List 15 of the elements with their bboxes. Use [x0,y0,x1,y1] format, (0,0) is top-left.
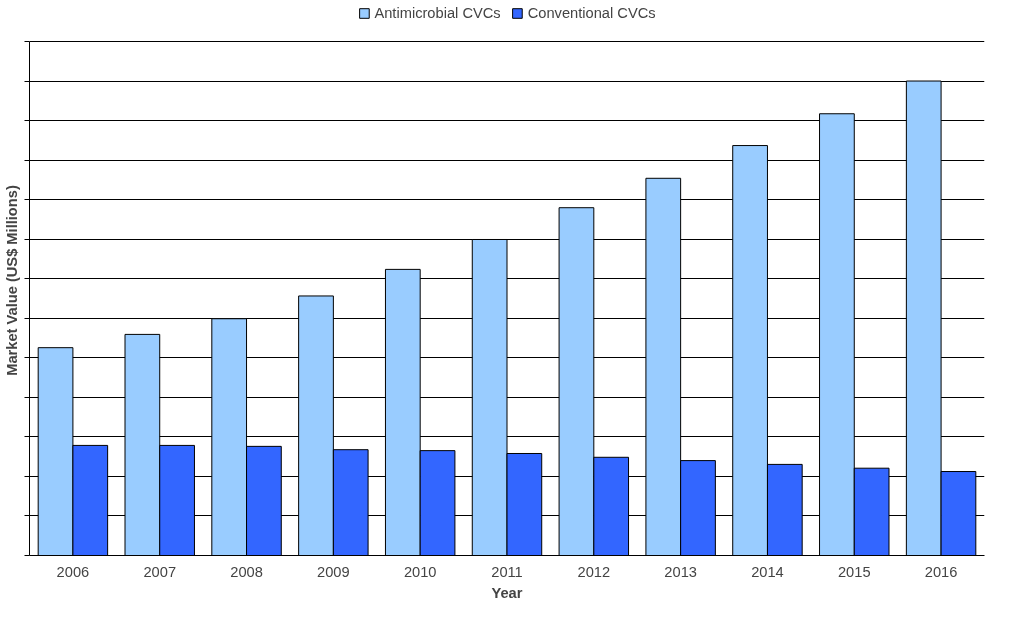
x-tick-label: 2016 [924,563,958,580]
x-tick-label: 2014 [751,563,784,580]
x-tick-label: 2013 [664,563,697,580]
legend-label: Antimicrobial CVCs [374,5,501,21]
x-tick-label: 2006 [56,563,90,580]
x-tick-label: 2012 [577,563,611,580]
y-axis-title: Market Value (US$ Millions) [3,185,20,376]
x-tick-label: 2015 [837,563,871,580]
x-tick-label: 2010 [403,563,437,580]
x-axis-title: Year [491,584,523,601]
legend-label: Conventional CVCs [527,5,656,21]
x-tick-label: 2011 [491,563,523,580]
x-tick-label: 2008 [230,563,263,580]
x-tick-label: 2007 [143,563,177,580]
x-tick-label: 2009 [317,563,350,580]
